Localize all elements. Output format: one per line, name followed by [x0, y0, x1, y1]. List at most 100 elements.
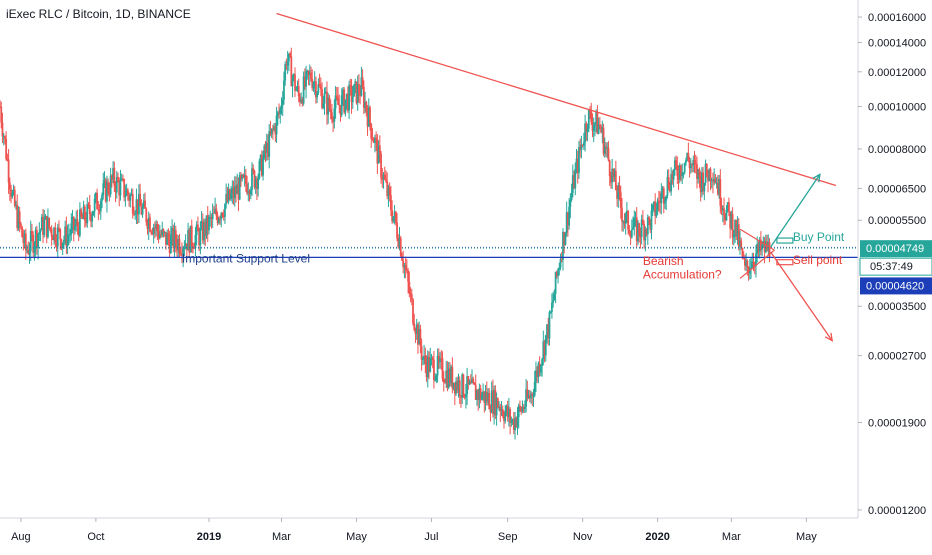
candle-body [172, 228, 175, 248]
candle-body [622, 221, 625, 223]
candle-body [58, 227, 60, 230]
candle-body [224, 204, 226, 217]
price-badges: 0.00004749 05:37:49 0.00004620 [859, 240, 932, 295]
current-price-badge [860, 240, 932, 258]
candle-body [204, 222, 207, 236]
candle-body [426, 356, 429, 378]
candle-body [619, 192, 622, 208]
countdown-badge [859, 257, 932, 276]
x-tick-label: Jul [424, 531, 438, 543]
countdown-text: 05:37:49 [870, 261, 913, 273]
candle-body [596, 111, 599, 134]
y-axis[interactable]: 0.00016000 0.00014000 0.00012000 0.00010000… [858, 12, 926, 517]
candle-body [256, 178, 258, 189]
candle-body [500, 409, 503, 412]
candle-body [394, 211, 397, 223]
candle-body [313, 81, 316, 84]
candle-body [634, 217, 637, 219]
candle-body [190, 225, 193, 246]
candle-body [677, 175, 680, 180]
candle-body [737, 224, 740, 247]
x-tick-label: Aug [11, 531, 31, 543]
candle-body [32, 234, 35, 253]
candle-body [644, 229, 647, 241]
candle-body [757, 243, 760, 252]
candle-body [4, 136, 6, 139]
candle-body [369, 107, 371, 124]
candle-body [56, 227, 59, 247]
candle-body [287, 53, 290, 62]
candle-body [591, 122, 594, 131]
candle-body [393, 211, 396, 217]
candle-body [606, 147, 609, 149]
candle-body [681, 172, 684, 176]
candle-body [160, 234, 162, 236]
candle-body [553, 293, 556, 301]
candle-body [653, 201, 655, 206]
candle-body [230, 193, 232, 200]
candle-body [536, 370, 539, 377]
candle-body [87, 204, 90, 206]
candle-body [665, 195, 668, 201]
candle-body [119, 180, 122, 196]
candle-body [433, 359, 435, 381]
candle-body [528, 395, 531, 399]
candle-body [99, 200, 102, 212]
candle-body [332, 119, 335, 122]
candle-body [635, 217, 638, 242]
candle-body [101, 195, 103, 201]
candle-body [260, 155, 263, 176]
candle-body [324, 91, 327, 94]
candle-body [493, 389, 496, 414]
candle-body [747, 266, 750, 274]
candle-body [682, 172, 685, 174]
candle-body [76, 219, 79, 227]
candle-body [183, 248, 186, 250]
candle-body [716, 183, 719, 195]
candle-body [626, 211, 628, 214]
x-tick-label: May [346, 531, 367, 543]
candle-body [17, 211, 20, 229]
candle-body [147, 217, 150, 229]
candle-body [77, 226, 80, 236]
candle-body [382, 174, 385, 180]
candle-body [142, 200, 145, 208]
candle-body [351, 96, 354, 103]
candle-body [739, 240, 741, 247]
candle-body [696, 164, 698, 179]
candle-body [563, 232, 566, 245]
candle-body [520, 407, 523, 412]
candle-body [189, 225, 192, 253]
candle-body [397, 237, 400, 248]
candle-body [613, 170, 616, 178]
candle-body [271, 128, 274, 130]
candle-body [280, 105, 283, 109]
candle-body [734, 219, 736, 235]
x-axis[interactable]: Aug Oct 2019 Mar May Jul Sep Nov 2020 Mar May [11, 518, 817, 543]
candle-body [721, 208, 724, 211]
candle-body [685, 160, 687, 163]
candle-body [736, 224, 739, 237]
candle-body [27, 249, 30, 254]
candle-body [168, 239, 171, 253]
candle-body [329, 109, 332, 113]
candle-body [97, 209, 100, 211]
candle-body [274, 126, 277, 135]
candle-body [509, 408, 512, 423]
candle-body [697, 169, 700, 179]
candle-body [648, 217, 650, 220]
candle-body [246, 183, 248, 194]
candle-body [505, 405, 508, 412]
candle-body [42, 216, 44, 235]
y-tick-label: 0.00016000 [868, 12, 926, 24]
candle-body [741, 247, 744, 258]
candle-body [146, 222, 149, 229]
candle-body [708, 168, 711, 182]
candle-body [434, 380, 437, 382]
candle-body [24, 233, 27, 251]
candle-body [710, 180, 713, 182]
triangle-upper-line [739, 228, 775, 251]
candle-body [249, 190, 252, 195]
